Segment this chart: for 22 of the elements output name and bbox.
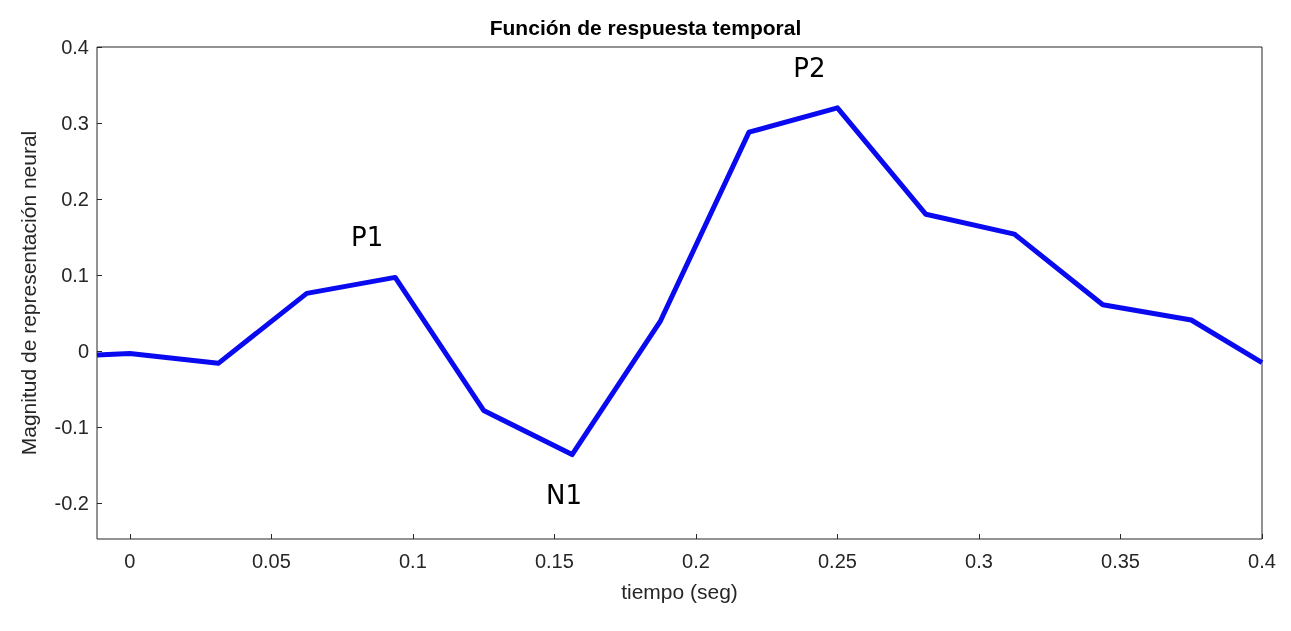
y-tick-label: 0.2	[61, 188, 89, 211]
annotation: P1	[351, 222, 384, 253]
x-tick-label: 0.4	[1248, 550, 1276, 572]
x-tick-label: 0.05	[251, 550, 291, 572]
x-tick-label: 0.2	[682, 550, 710, 572]
x-tick-label: 0.35	[1101, 550, 1140, 572]
y-tick-label: 0.4	[61, 36, 89, 58]
y-tick-label: 0.1	[61, 264, 89, 287]
y-tick-label: 0.3	[61, 112, 89, 135]
x-tick-label: 0.1	[398, 550, 427, 572]
y-axis-title: Magnitud de representación neural	[17, 130, 40, 456]
x-tick-label: 0	[124, 550, 136, 572]
x-axis-title: tiempo (seg)	[621, 580, 738, 603]
x-tick-label: 0.15	[534, 550, 574, 572]
y-tick-label: -0.2	[54, 492, 89, 515]
annotation: N1	[546, 479, 583, 510]
x-tick-label: 0.3	[965, 550, 993, 572]
x-tick-label: 0.25	[817, 550, 857, 572]
annotation: P2	[793, 52, 826, 83]
y-tick-label: -0.1	[54, 416, 89, 439]
chart-title: Función de respuesta temporal	[489, 16, 802, 39]
y-tick-label: 0	[77, 340, 89, 363]
